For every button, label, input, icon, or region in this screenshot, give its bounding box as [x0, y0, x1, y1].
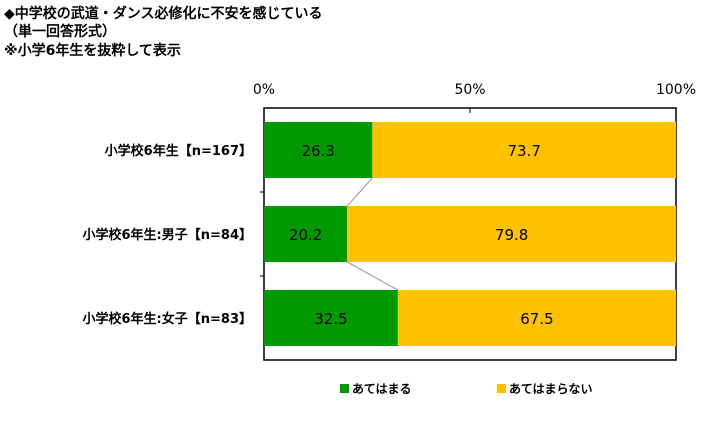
data-label: 26.3: [301, 142, 334, 160]
bar-segment-yes: [264, 206, 348, 262]
chart-title-line-1: ◆中学校の武道・ダンス必修化に不安を感じている: [4, 6, 323, 22]
data-label: 67.5: [520, 310, 553, 328]
data-label: 32.5: [314, 310, 347, 328]
bar-segment-no: [347, 206, 676, 262]
legend-swatch: [497, 384, 506, 393]
x-tick-label: 50%: [454, 82, 485, 98]
series-connector-line: [346, 261, 399, 291]
chart-title-line-3: ※小学6年生を抜粋して表示: [4, 43, 181, 59]
bar-segment-no: [372, 122, 676, 178]
data-label: 73.7: [507, 142, 540, 160]
chart-title-line-2: （単一回答形式）: [4, 24, 116, 40]
bar-segment-yes: [264, 122, 373, 178]
category-label: 小学校6年生:女子【n=83】: [83, 311, 252, 327]
bar-segment-no: [397, 290, 676, 346]
data-label: 20.2: [289, 226, 322, 244]
data-label: 79.8: [495, 226, 528, 244]
series-connector-line: [346, 177, 373, 207]
x-tick-label: 100%: [656, 82, 696, 98]
x-tick-label: 0%: [253, 82, 275, 98]
legend-label: あてはまらない: [509, 382, 593, 396]
bar-segment-yes: [264, 290, 398, 346]
legend-label: あてはまる: [352, 382, 412, 396]
legend-swatch: [340, 384, 349, 393]
category-label: 小学校6年生:男子【n=84】: [83, 227, 252, 243]
category-label: 小学校6年生【n=167】: [105, 143, 252, 159]
